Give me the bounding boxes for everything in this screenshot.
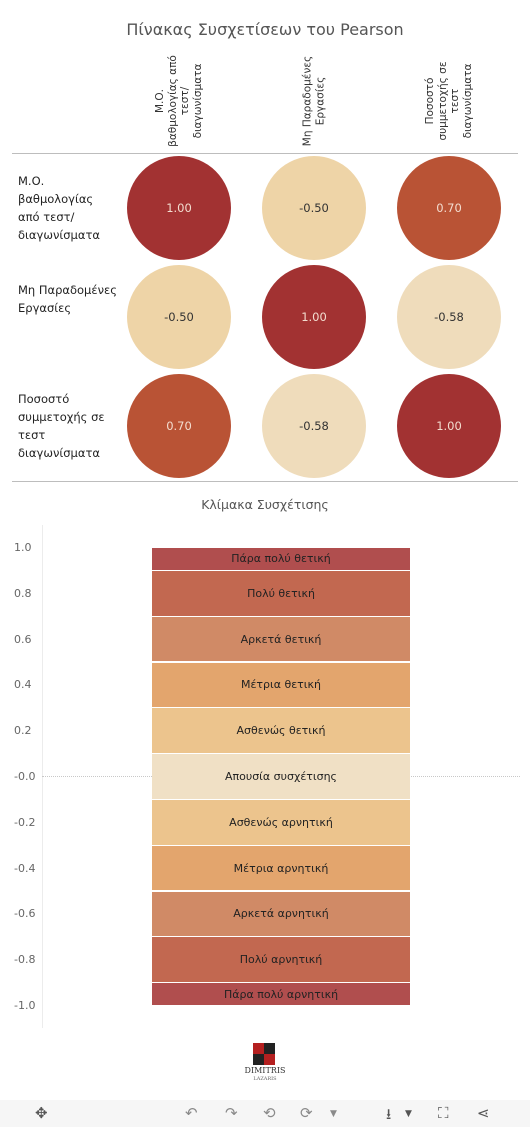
y-tick-label: -0.6: [14, 907, 36, 921]
svg-text:LAZARIS: LAZARIS: [253, 1076, 277, 1082]
scale-band[interactable]: Πολύ αρνητική: [152, 937, 410, 983]
matrix-bottom-divider: [12, 481, 518, 482]
column-header-label: Μη Παραδομένες Εργασίες: [301, 55, 327, 147]
y-tick-label: 0.4: [14, 678, 32, 692]
scale-band[interactable]: Ασθενώς θετική: [152, 708, 410, 754]
column-header: Ποσοστό συμμετοχής σε τεστ διαγωνίσματα: [394, 56, 504, 146]
dimitris-lazaris-logo: DIMITRIS LAZARIS: [240, 1042, 290, 1082]
correlation-cell[interactable]: 0.70: [397, 156, 501, 260]
revert-icon[interactable]: ⟲: [263, 1104, 276, 1122]
column-header: Μη Παραδομένες Εργασίες: [259, 56, 369, 146]
move-icon[interactable]: ✥: [35, 1104, 48, 1122]
y-tick-label: 1.0: [14, 541, 32, 554]
redo-icon[interactable]: ↷: [225, 1104, 238, 1122]
correlation-cell[interactable]: -0.58: [397, 265, 501, 369]
undo-icon[interactable]: ↶: [185, 1104, 198, 1122]
scale-band[interactable]: Μέτρια θετική: [152, 662, 410, 708]
row-label: Μη Παραδομένες Εργασίες: [18, 283, 117, 315]
refresh-dropdown-icon[interactable]: ▼: [330, 1109, 337, 1119]
y-tick-label: -0.0: [14, 770, 36, 783]
scale-band[interactable]: Απουσία συσχέτισης: [152, 754, 410, 799]
correlation-cell[interactable]: 0.70: [127, 374, 231, 478]
download-icon[interactable]: ⭳: [386, 1105, 392, 1123]
scale-band[interactable]: Πάρα πολύ θετική: [152, 548, 410, 570]
chart-title: Πίνακας Συσχετίσεων του Pearson: [126, 20, 404, 39]
scale-band[interactable]: Πολύ θετική: [152, 570, 410, 616]
share-icon[interactable]: ⋖: [477, 1104, 490, 1122]
scale-band[interactable]: Αρκετά θετική: [152, 616, 410, 662]
y-tick-label: -0.8: [14, 953, 36, 967]
correlation-cell[interactable]: -0.58: [262, 374, 366, 478]
scale-band[interactable]: Ασθενώς αρνητική: [152, 799, 410, 845]
row-label: Μ.Ο. βαθμολογίας από τεστ/ διαγωνίσματα: [18, 174, 100, 242]
download-dropdown-icon[interactable]: ▼: [405, 1109, 412, 1119]
correlation-cell[interactable]: -0.50: [127, 265, 231, 369]
y-tick-label: -1.0: [14, 999, 36, 1012]
scale-band[interactable]: Αρκετά αρνητική: [152, 891, 410, 937]
y-tick-label: 0.6: [14, 632, 32, 646]
y-tick-label: -0.2: [14, 815, 36, 829]
scale-band[interactable]: Μέτρια αρνητική: [152, 845, 410, 891]
row-label: Ποσοστό συμμετοχής σε τεστ διαγωνίσματα: [18, 392, 105, 460]
scale-band[interactable]: Πάρα πολύ αρνητική: [152, 983, 410, 1005]
correlation-cell[interactable]: 1.00: [262, 265, 366, 369]
header-divider: [12, 153, 518, 154]
fullscreen-icon[interactable]: ⛶: [438, 1104, 449, 1122]
y-tick-label: -0.4: [14, 861, 36, 875]
svg-text:DIMITRIS: DIMITRIS: [245, 1066, 286, 1075]
correlation-cell[interactable]: 1.00: [397, 374, 501, 478]
correlation-cell[interactable]: -0.50: [262, 156, 366, 260]
y-tick-label: 0.2: [14, 724, 32, 738]
y-tick-label: 0.8: [14, 586, 32, 600]
column-header: Μ.Ο. βαθμολογίας από τεστ/ διαγωνίσματα: [124, 55, 234, 147]
viz-toolbar: ✥ ↶ ↷ ⟲ ⟳ ▼ ⭳ ▼ ⛶ ⋖: [0, 1100, 530, 1127]
correlation-cell[interactable]: 1.00: [127, 156, 231, 260]
scale-title: Κλίμακα Συσχέτισης: [201, 497, 329, 512]
column-header-label: Ποσοστό συμμετοχής σε τεστ διαγωνίσματα: [424, 61, 474, 141]
column-header-label: Μ.Ο. βαθμολογίας από τεστ/ διαγωνίσματα: [154, 55, 204, 147]
refresh-icon[interactable]: ⟳: [300, 1104, 313, 1122]
